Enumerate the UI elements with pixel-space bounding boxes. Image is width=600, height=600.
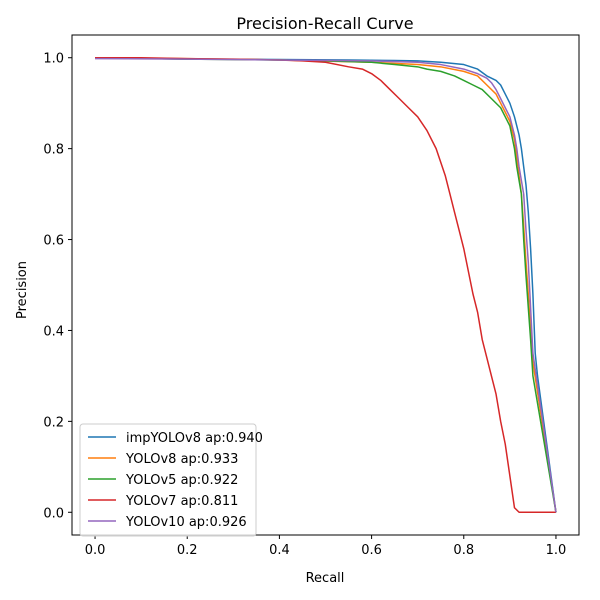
- legend-label: YOLOv8 ap:0.933: [125, 452, 238, 467]
- y-tick-label: 0.0: [43, 506, 64, 521]
- x-tick-label: 0.4: [269, 543, 290, 558]
- y-tick-label: 0.6: [43, 234, 64, 249]
- y-tick-label: 1.0: [43, 52, 64, 67]
- legend-box: [79, 423, 257, 537]
- chart-title: Precision-Recall Curve: [236, 14, 413, 33]
- series-line-3: [95, 56, 556, 514]
- y-tick-label: 0.8: [43, 143, 64, 158]
- x-tick-label: 1.0: [546, 543, 567, 558]
- legend-label: YOLOv5 ap:0.922: [125, 473, 238, 488]
- series-lines: [95, 56, 557, 514]
- y-tick-label: 0.2: [43, 415, 64, 430]
- legend-label: impYOLOv8 ap:0.940: [126, 431, 263, 446]
- series-line-4: [95, 57, 557, 513]
- y-axis-label: Precision: [15, 261, 30, 319]
- x-tick-label: 0.0: [85, 543, 106, 558]
- legend-label: YOLOv7 ap:0.811: [125, 494, 238, 509]
- y-tick-label: 0.4: [43, 324, 64, 339]
- legend: impYOLOv8 ap:0.940 YOLOv8 ap:0.933 YOLOv5 …: [79, 423, 263, 537]
- legend-label: YOLOv10 ap:0.926: [125, 515, 247, 530]
- plot-frame: [71, 34, 580, 536]
- series-line-1: [95, 56, 557, 513]
- series-line-0: [95, 56, 557, 513]
- x-tick-label: 0.6: [361, 543, 382, 558]
- x-tick-label: 0.8: [453, 543, 474, 558]
- x-tick-label: 0.2: [177, 543, 198, 558]
- x-axis-label: Recall: [306, 571, 345, 586]
- series-line-2: [95, 56, 557, 513]
- axis-ticks: 0.0 0.2 0.4 0.6 0.8 1.0 0.0 0.2 0.4 0.6 0.8 1.0: [43, 52, 566, 558]
